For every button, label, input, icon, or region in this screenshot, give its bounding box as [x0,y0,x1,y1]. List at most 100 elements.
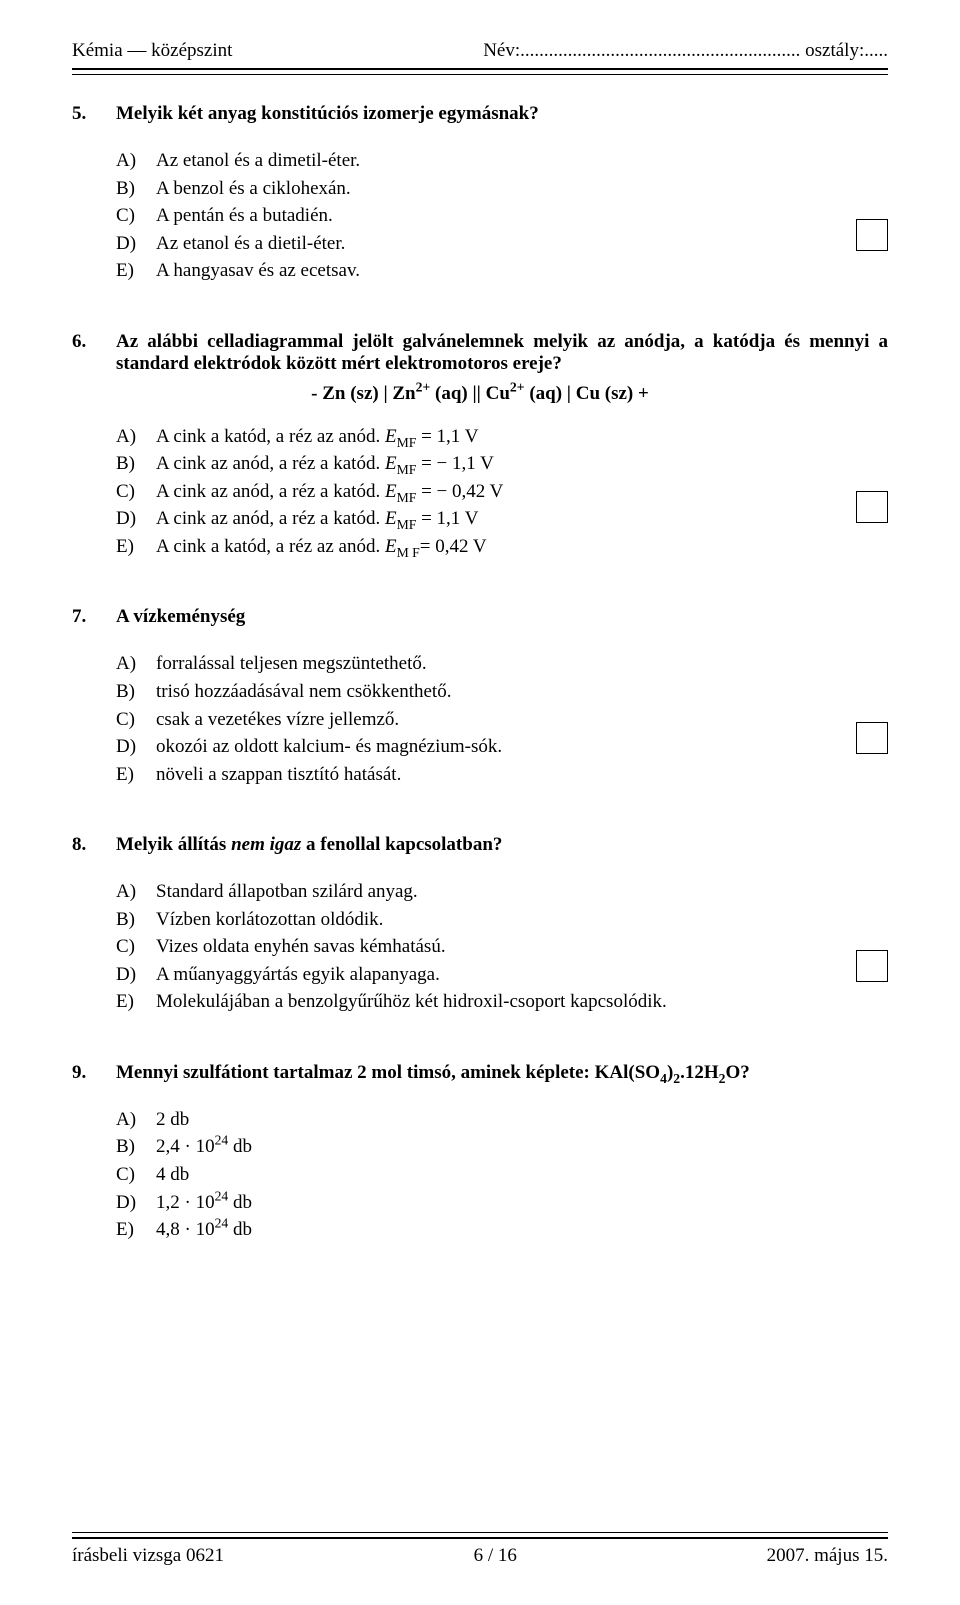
option-text: 4 db [156,1161,888,1189]
question-text: Mennyi szulfátiont tartalmaz 2 mol timsó… [116,1062,888,1084]
question-number: 7. [72,606,116,628]
answer-box[interactable] [856,950,888,982]
option: A)forralással teljesen megszüntethető. [116,650,888,678]
option-text: A cink a katód, a réz az anód. EMF = 1,1… [156,423,888,451]
header-right: Név:....................................… [483,40,888,62]
option-text: Vizes oldata enyhén savas kémhatású. [156,933,888,961]
option: C)Vizes oldata enyhén savas kémhatású. [116,933,888,961]
question-number: 5. [72,103,116,125]
option-text: Molekulájában a benzolgyűrűhöz két hidro… [156,988,888,1016]
option-text: A cink az anód, a réz a katód. EMF = − 1… [156,450,888,478]
option-letter: E) [116,761,156,789]
option: D)A cink az anód, a réz a katód. EMF = 1… [116,505,888,533]
question-text: A vízkeménység [116,606,888,628]
question-7: 7. A vízkeménység A)forralással teljesen… [72,606,888,788]
option-text: 2,4 · 1024 db [156,1133,888,1161]
options: A)Az etanol és a dimetil-éter. B)A benzo… [116,147,888,285]
option-letter: E) [116,533,156,561]
option-text: A cink az anód, a réz a katód. EMF = − 0… [156,478,888,506]
option: B)A benzol és a ciklohexán. [116,175,888,203]
option: A)Standard állapotban szilárd anyag. [116,878,888,906]
option: B)A cink az anód, a réz a katód. EMF = −… [116,450,888,478]
option: C)csak a vezetékes vízre jellemző. [116,706,888,734]
option-letter: B) [116,678,156,706]
answer-box[interactable] [856,219,888,251]
question-5: 5. Melyik két anyag konstitúciós izomerj… [72,103,888,285]
option-letter: A) [116,147,156,175]
options: A)Standard állapotban szilárd anyag. B)V… [116,878,888,1016]
option-text: A pentán és a butadién. [156,202,888,230]
option-letter: E) [116,257,156,285]
option-text: Az etanol és a dimetil-éter. [156,147,888,175]
option: C)4 db [116,1161,888,1189]
option: D)A műanyaggyártás egyik alapanyaga. [116,961,888,989]
option-text: Standard állapotban szilárd anyag. [156,878,888,906]
option-text: növeli a szappan tisztító hatását. [156,761,888,789]
question-8: 8. Melyik állítás nem igaz a fenollal ka… [72,834,888,1016]
option-letter: C) [116,478,156,506]
question-number: 8. [72,834,116,856]
option-text: Vízben korlátozottan oldódik. [156,906,888,934]
options: A)forralással teljesen megszüntethető. B… [116,650,888,788]
option-text: A benzol és a ciklohexán. [156,175,888,203]
option-text: Az etanol és a dietil-éter. [156,230,888,258]
question-head: 7. A vízkeménység [72,606,888,628]
page-header: Kémia — középszint Név:.................… [72,40,888,62]
question-head: 9. Mennyi szulfátiont tartalmaz 2 mol ti… [72,1062,888,1084]
option: A)A cink a katód, a réz az anód. EMF = 1… [116,423,888,451]
question-number: 9. [72,1062,116,1084]
option-text: 2 db [156,1106,888,1134]
option: A)Az etanol és a dimetil-éter. [116,147,888,175]
option-letter: D) [116,961,156,989]
footer-left: írásbeli vizsga 0621 [72,1545,224,1567]
option: D)Az etanol és a dietil-éter. [116,230,888,258]
option-letter: A) [116,1106,156,1134]
option-letter: B) [116,1133,156,1161]
option: B)Vízben korlátozottan oldódik. [116,906,888,934]
option-letter: C) [116,1161,156,1189]
question-text: Melyik két anyag konstitúciós izomerje e… [116,103,888,125]
option-text: 4,8 · 1024 db [156,1216,888,1244]
option-letter: B) [116,450,156,478]
option-text: A cink az anód, a réz a katód. EMF = 1,1… [156,505,888,533]
option: B)trisó hozzáadásával nem csökkenthető. [116,678,888,706]
question-text: Melyik állítás nem igaz a fenollal kapcs… [116,834,888,856]
question-6: 6. Az alábbi celladiagrammal jelölt galv… [72,331,888,561]
option: A)2 db [116,1106,888,1134]
header-left: Kémia — középszint [72,40,232,62]
option-letter: D) [116,733,156,761]
page: Kémia — középszint Név:.................… [0,0,960,1605]
option-letter: D) [116,505,156,533]
option-letter: B) [116,175,156,203]
answer-box[interactable] [856,491,888,523]
question-head: 8. Melyik állítás nem igaz a fenollal ka… [72,834,888,856]
option-letter: D) [116,1189,156,1217]
option: B)2,4 · 1024 db [116,1133,888,1161]
option-text: 1,2 · 1024 db [156,1189,888,1217]
footer-center: 6 / 16 [474,1545,517,1567]
option: E)Molekulájában a benzolgyűrűhöz két hid… [116,988,888,1016]
name-label: Név: [483,40,520,61]
option-letter: E) [116,988,156,1016]
option-text: csak a vezetékes vízre jellemző. [156,706,888,734]
question-text: Az alábbi celladiagrammal jelölt galváne… [116,331,888,375]
option: C)A cink az anód, a réz a katód. EMF = −… [116,478,888,506]
answer-box[interactable] [856,722,888,754]
name-dots: ........................................… [520,40,800,61]
option-text: trisó hozzáadásával nem csökkenthető. [156,678,888,706]
options: A)2 db B)2,4 · 1024 db C)4 db D)1,2 · 10… [116,1106,888,1244]
option: E)4,8 · 1024 db [116,1216,888,1244]
option-letter: E) [116,1216,156,1244]
option-letter: A) [116,878,156,906]
question-number: 6. [72,331,116,375]
option-letter: C) [116,706,156,734]
option-text: A műanyaggyártás egyik alapanyaga. [156,961,888,989]
top-rule [72,68,888,75]
option: E)A cink a katód, a réz az anód. EM F= 0… [116,533,888,561]
options: A)A cink a katód, a réz az anód. EMF = 1… [116,423,888,561]
option-letter: C) [116,933,156,961]
option: C)A pentán és a butadién. [116,202,888,230]
class-label: osztály: [805,40,864,61]
page-footer: írásbeli vizsga 0621 6 / 16 2007. május … [72,1532,888,1567]
option-text: forralással teljesen megszüntethető. [156,650,888,678]
